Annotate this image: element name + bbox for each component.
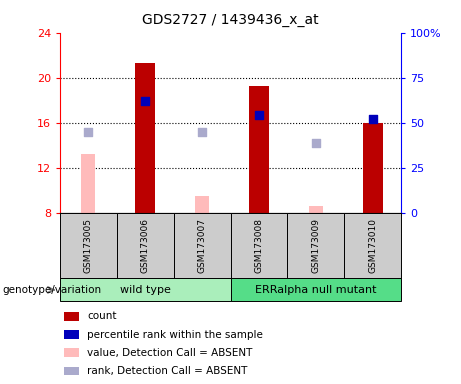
Point — [312, 140, 319, 146]
Point — [255, 112, 263, 118]
Bar — [195, 196, 209, 213]
Bar — [60, 213, 117, 278]
Bar — [249, 86, 269, 213]
Text: wild type: wild type — [120, 285, 171, 295]
Text: genotype/variation: genotype/variation — [2, 285, 101, 295]
Text: GSM173008: GSM173008 — [254, 218, 263, 273]
Text: GSM173010: GSM173010 — [368, 218, 377, 273]
Bar — [287, 213, 344, 278]
Bar — [64, 367, 79, 376]
Point — [198, 129, 206, 135]
Bar — [64, 348, 79, 357]
Text: GSM173009: GSM173009 — [311, 218, 320, 273]
Text: GSM173005: GSM173005 — [84, 218, 93, 273]
Bar — [64, 312, 79, 321]
Bar — [60, 278, 230, 301]
Bar — [309, 206, 323, 213]
Bar — [230, 213, 287, 278]
Text: rank, Detection Call = ABSENT: rank, Detection Call = ABSENT — [87, 366, 248, 376]
Text: GDS2727 / 1439436_x_at: GDS2727 / 1439436_x_at — [142, 13, 319, 27]
Text: percentile rank within the sample: percentile rank within the sample — [87, 329, 263, 339]
Point — [85, 129, 92, 135]
Bar — [363, 123, 383, 213]
Bar — [344, 213, 401, 278]
Bar — [174, 213, 230, 278]
Text: GSM173007: GSM173007 — [198, 218, 207, 273]
Text: count: count — [87, 311, 117, 321]
Text: ERRalpha null mutant: ERRalpha null mutant — [255, 285, 377, 295]
Text: value, Detection Call = ABSENT: value, Detection Call = ABSENT — [87, 348, 253, 358]
Bar — [117, 213, 174, 278]
Bar — [64, 330, 79, 339]
Bar — [135, 63, 155, 213]
Text: GSM173006: GSM173006 — [141, 218, 150, 273]
Bar — [230, 278, 401, 301]
Bar — [81, 154, 95, 213]
Point — [142, 98, 149, 104]
Point — [369, 116, 376, 122]
